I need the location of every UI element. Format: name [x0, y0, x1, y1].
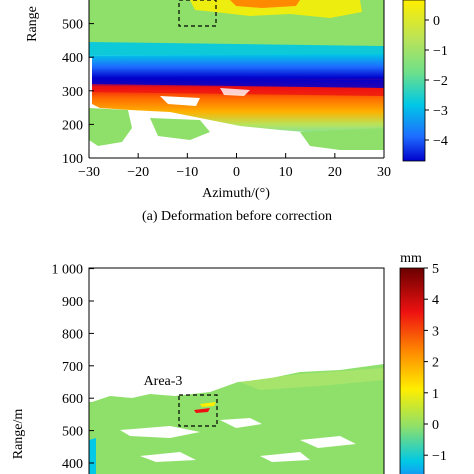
y-axis-label-a: Range — [25, 6, 40, 42]
x-tick-label-a: 0 — [233, 165, 240, 180]
y-ticks-a: 100 200 300 400 500 — [62, 18, 94, 167]
x-ticks-a: −30 −20 −10 0 10 20 30 — [78, 153, 391, 180]
y-axis-label-b: Range/m — [11, 409, 26, 460]
x-tick-label-a: −10 — [176, 165, 198, 180]
highlight-box-a — [178, 0, 217, 27]
plot-frame-b — [88, 267, 385, 474]
heatmap-a — [89, 0, 384, 150]
y-tick-label-a: 400 — [62, 51, 83, 66]
x-tick-label-a: −30 — [78, 165, 100, 180]
y-tick-label-b: 1 000 — [52, 263, 84, 278]
colorbar-b-tick-label: −1 — [432, 449, 447, 464]
colorbar-b-tick-label: 5 — [432, 262, 439, 277]
x-axis-label-a: Azimuth/(°) — [202, 186, 270, 201]
colorbar-a-tick-label: −1 — [433, 44, 448, 59]
colorbar-a-tick-label: 0 — [433, 14, 440, 29]
y-tick-label-b: 500 — [62, 425, 83, 440]
colorbar-a-tick-label: −2 — [433, 74, 448, 89]
panel-b: Area-3 400 500 600 700 800 900 1 000 Range/m m… — [11, 251, 447, 474]
y-tick-label-a: 100 — [62, 152, 83, 167]
y-tick-label-b: 600 — [62, 392, 83, 407]
y-tick-label-a: 500 — [62, 18, 83, 33]
heatmap-b — [89, 364, 384, 474]
highlight-box-b — [178, 394, 218, 427]
annotation-area-3: Area-3 — [144, 374, 183, 389]
x-tick-label-a: 20 — [328, 165, 342, 180]
x-tick-label-a: 10 — [279, 165, 293, 180]
y-ticks-b: 400 500 600 700 800 900 1 000 — [52, 263, 94, 472]
colorbar-b — [399, 267, 425, 474]
colorbar-a-tick-label: −4 — [433, 134, 448, 149]
colorbar-b-unit: mm — [400, 251, 422, 266]
y-tick-label-a: 300 — [62, 85, 83, 100]
colorbar-b-tick-label: 4 — [432, 293, 439, 308]
x-tick-label-a: 30 — [377, 165, 391, 180]
caption-a: (a) Deformation before correction — [142, 209, 332, 224]
y-tick-label-b: 400 — [62, 457, 83, 472]
colorbar-a — [402, 0, 426, 162]
y-tick-label-b: 800 — [62, 327, 83, 342]
y-tick-label-b: 700 — [62, 360, 83, 375]
y-tick-label-a: 200 — [62, 118, 83, 133]
colorbar-b-tick-label: 2 — [432, 356, 439, 371]
x-tick-label-a: −20 — [127, 165, 149, 180]
colorbar-b-tick-label: 0 — [432, 418, 439, 433]
y-tick-label-b: 900 — [62, 295, 83, 310]
colorbar-a-ticks: 0 −1 −2 −3 −4 — [425, 14, 448, 149]
colorbar-b-ticks: 5 4 3 2 1 0 −1 — [424, 262, 447, 464]
colorbar-b-tick-label: 3 — [432, 324, 439, 339]
colorbar-a-tick-label: −3 — [433, 104, 448, 119]
colorbar-b-tick-label: 1 — [432, 387, 439, 402]
